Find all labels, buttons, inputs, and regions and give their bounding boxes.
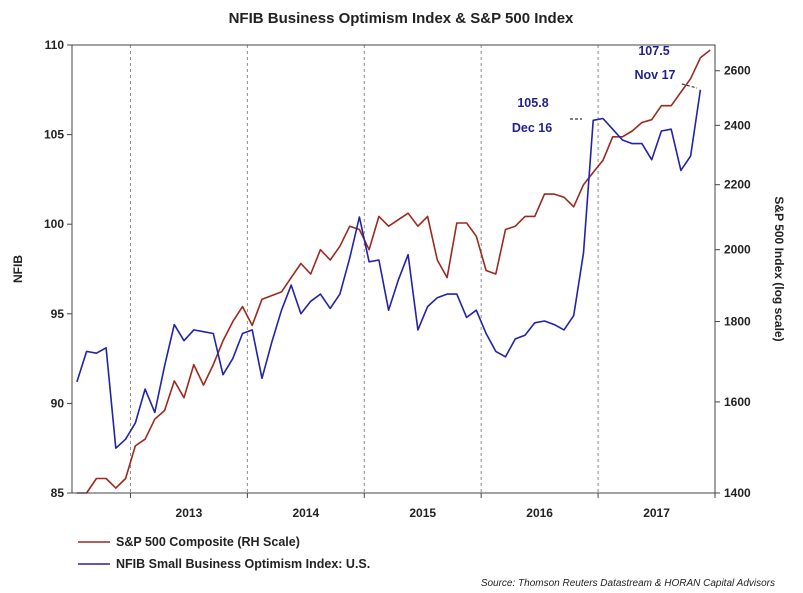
annotation-nov17-date: Nov 17 — [635, 68, 676, 82]
source-note: Source: Thomson Reuters Datastream & HOR… — [481, 578, 775, 589]
x-tick-label: 2015 — [409, 506, 436, 520]
legend-label-sp500: S&P 500 Composite (RH Scale) — [116, 535, 300, 549]
right-axis-ticks: 1400 1600 1800 2000 2200 2400 2600 — [715, 64, 751, 500]
series-layer — [76, 49, 711, 494]
series-nfib-line — [76, 89, 702, 449]
right-tick-label: 1600 — [724, 395, 751, 409]
right-tick-label: 2600 — [724, 64, 751, 78]
x-tick-label: 2016 — [526, 506, 553, 520]
x-axis-ticks: 2013 2014 2015 2016 2017 — [129, 493, 716, 520]
annotations: 105.8 Dec 16 107.5 Nov 17 — [512, 44, 698, 135]
x-tick-label: 2014 — [292, 506, 319, 520]
right-tick-label: 2200 — [724, 178, 751, 192]
plot-frame — [71, 44, 716, 494]
left-tick-label: 95 — [51, 307, 65, 321]
annotation-dec16-date: Dec 16 — [512, 121, 552, 135]
left-tick-label: 90 — [51, 396, 65, 410]
annotation-nov17-leader — [681, 83, 698, 89]
left-axis-ticks: 85 90 95 100 105 110 — [44, 38, 72, 500]
series-sp500-line — [76, 49, 711, 494]
right-axis-label: S&P 500 Index (log scale) — [772, 196, 786, 341]
right-tick-label: 1400 — [724, 486, 751, 500]
legend: S&P 500 Composite (RH Scale) NFIB Small … — [78, 535, 370, 571]
chart-title: NFIB Business Optimism Index & S&P 500 I… — [229, 10, 574, 27]
annotation-nov17-value: 107.5 — [638, 44, 669, 58]
legend-label-nfib: NFIB Small Business Optimism Index: U.S. — [116, 557, 370, 571]
left-tick-label: 100 — [44, 217, 64, 231]
x-tick-label: 2017 — [643, 506, 670, 520]
gridlines — [129, 45, 599, 493]
right-tick-label: 1800 — [724, 315, 751, 329]
left-tick-label: 110 — [45, 38, 65, 52]
left-tick-label: 85 — [51, 486, 65, 500]
left-axis-label: NFIB — [11, 255, 25, 283]
annotation-dec16-value: 105.8 — [517, 96, 548, 110]
left-tick-label: 105 — [44, 128, 64, 142]
right-tick-label: 2400 — [724, 118, 751, 132]
x-tick-label: 2013 — [176, 506, 203, 520]
right-tick-label: 2000 — [724, 243, 751, 257]
